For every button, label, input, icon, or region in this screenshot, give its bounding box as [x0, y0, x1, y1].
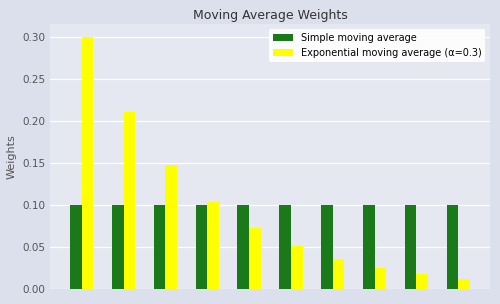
Bar	[238, 205, 249, 289]
Legend: Simple moving average, Exponential moving average (α=0.3): Simple moving average, Exponential movin…	[270, 29, 485, 62]
Bar	[196, 205, 207, 289]
Bar	[446, 205, 458, 289]
Bar	[416, 274, 428, 289]
Bar	[82, 37, 94, 289]
Bar	[70, 205, 82, 289]
Bar	[458, 279, 470, 289]
Bar	[124, 112, 136, 289]
Bar	[321, 205, 333, 289]
Bar	[166, 165, 177, 289]
Bar	[207, 202, 219, 289]
Bar	[249, 228, 261, 289]
Title: Moving Average Weights: Moving Average Weights	[192, 9, 348, 22]
Bar	[279, 205, 291, 289]
Bar	[112, 205, 124, 289]
Bar	[154, 205, 166, 289]
Bar	[363, 205, 374, 289]
Y-axis label: Weights: Weights	[6, 134, 16, 179]
Bar	[374, 268, 386, 289]
Bar	[291, 247, 302, 289]
Bar	[404, 205, 416, 289]
Bar	[333, 259, 344, 289]
